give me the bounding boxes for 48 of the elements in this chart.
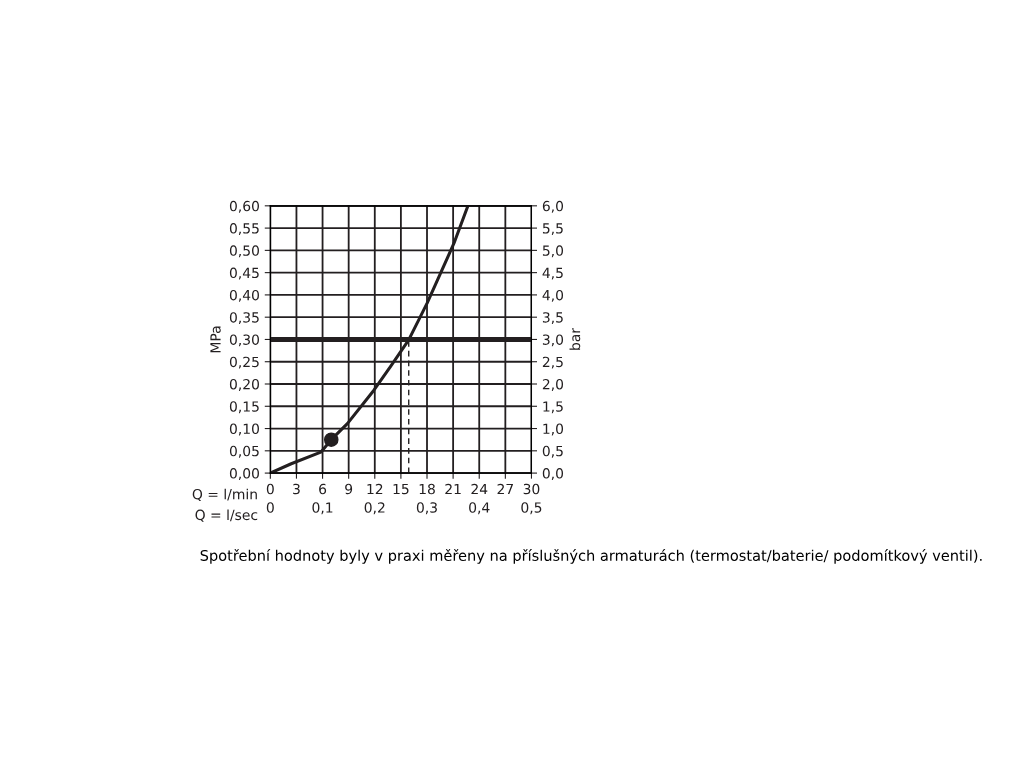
x2-tick-label: 0 [266, 502, 274, 513]
y2-tick-label: 2,5 [542, 356, 563, 369]
y-tick-label: 0,50 [229, 245, 259, 258]
y-tick-label: 0,05 [229, 445, 259, 458]
y2-tick-label: 4,0 [542, 289, 564, 302]
x-tick-label: 21 [445, 483, 461, 495]
y-tick-label: 0,45 [229, 267, 259, 280]
y-tick-label: 0,40 [229, 289, 259, 302]
y-tick-label: 0,60 [229, 200, 259, 213]
y-tick-label: 0,15 [229, 401, 259, 414]
x-axis-title: Q = l/min [192, 488, 257, 501]
x2-tick-label: 0,3 [416, 502, 437, 515]
x-tick-label: 0 [266, 483, 274, 495]
text: Spotřební hodnoty byly v praxi měřeny na příslušných armaturách (termostat/baterie/ podomítkový ventil). [200, 549, 982, 564]
y2-tick-label: 4,5 [542, 267, 563, 280]
y2-tick-label: 1,5 [543, 401, 563, 414]
x-tick-label: 18 [419, 483, 435, 495]
y-tick-label: 0,30 [229, 334, 259, 347]
y2-tick-label: 5,0 [542, 245, 564, 258]
x-tick-label: 9 [345, 483, 353, 495]
x-tick-label: 27 [497, 483, 513, 495]
y-tick-label: 0,55 [229, 223, 259, 235]
y2-tick-label: 3,0 [542, 334, 564, 347]
x2-tick-label: 0,4 [469, 502, 490, 515]
x2-axis-title: Q = l/sec [195, 509, 258, 522]
y2-tick-label: 1,0 [543, 423, 564, 436]
x2-tick-label: 0,1 [312, 502, 333, 515]
y2-tick-label: 0,5 [542, 445, 563, 458]
y-tick-label: 0,25 [229, 356, 259, 369]
x-tick-label: 6 [319, 483, 327, 495]
y-tick-label: 0,20 [229, 378, 259, 391]
x2-tick-label: 0,5 [521, 502, 542, 515]
y2-tick-label: 5,5 [542, 223, 563, 235]
y-tick-label: 0,10 [229, 423, 259, 436]
x-tick-label: 12 [367, 483, 383, 495]
y-tick-label: 0,35 [229, 312, 259, 325]
y2-tick-label: 6,0 [542, 200, 564, 213]
x-tick-label: 30 [523, 483, 540, 495]
x2-tick-label: 0,2 [364, 502, 385, 515]
x-tick-label: 3 [293, 483, 300, 495]
y2-axis-title: bar [569, 327, 581, 350]
y-tick-label: 0,00 [229, 468, 259, 480]
y2-tick-label: 0,0 [542, 468, 564, 480]
y2-tick-label: 3,5 [542, 312, 563, 325]
x-tick-label: 24 [471, 483, 488, 495]
y2-tick-label: 2,0 [542, 378, 564, 391]
y-axis-title: MPa [210, 326, 221, 353]
x-tick-label: 15 [393, 483, 409, 495]
